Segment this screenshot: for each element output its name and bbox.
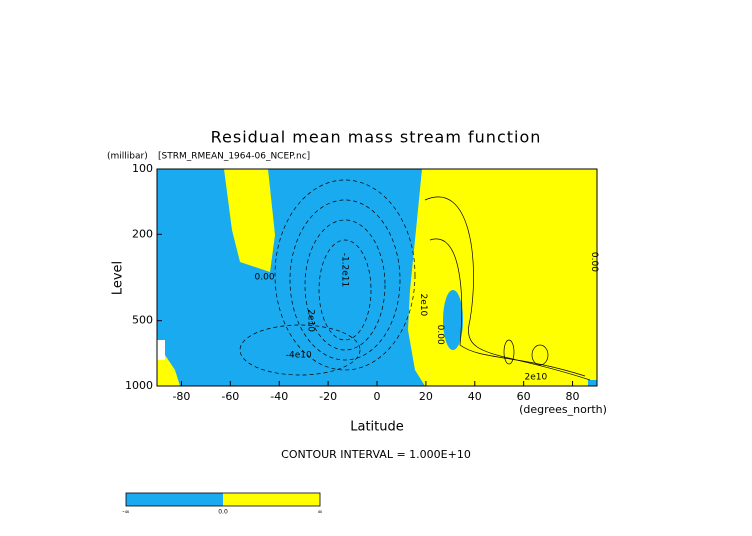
contour-label: 0.00 xyxy=(435,325,445,345)
y-tick-label: 200 xyxy=(132,227,153,240)
contour-label: -4e10 xyxy=(286,351,312,361)
x-tick-label: 80 xyxy=(566,390,580,403)
x-tick-label: 20 xyxy=(419,390,433,403)
x-tick-label: 40 xyxy=(468,390,482,403)
colorbar-frame xyxy=(125,492,321,507)
colorbar-negative xyxy=(126,493,223,506)
chart-title: Residual mean mass stream function xyxy=(211,128,542,147)
missing-region xyxy=(157,340,165,360)
y-unit: (millibar) xyxy=(107,152,148,162)
contour-label: 2e10 xyxy=(418,294,428,317)
x-tick-label: 0 xyxy=(374,390,381,403)
contour-note: CONTOUR INTERVAL = 1.000E+10 xyxy=(281,448,471,461)
negative-region xyxy=(157,169,425,386)
x-tick-label: -80 xyxy=(172,390,190,403)
y-label: Level xyxy=(111,261,126,295)
plot-area xyxy=(156,168,598,387)
y-tick-label: 100 xyxy=(132,162,153,175)
subtitle: [STRM_RMEAN_1964-06_NCEP.nc] xyxy=(158,152,310,162)
contour-label: 0.00 xyxy=(255,273,275,283)
x-label: Latitude xyxy=(350,420,404,435)
negative-contours xyxy=(239,179,416,376)
colorbar-label: ∞ xyxy=(318,509,323,516)
y-tick-label: 1000 xyxy=(125,379,153,392)
colorbar-positive xyxy=(223,493,320,506)
y-tick-label: 500 xyxy=(132,314,153,327)
colorbar-label: 0.0 xyxy=(218,509,228,516)
contour-label: -1.2e11 xyxy=(340,253,350,288)
x-tick-label: -20 xyxy=(319,390,337,403)
contour-label: 0.00 xyxy=(589,252,599,272)
x-tick-label: -60 xyxy=(221,390,239,403)
x-tick-label: -40 xyxy=(270,390,288,403)
negative-region xyxy=(588,380,597,386)
x-unit: (degrees_north) xyxy=(519,403,607,416)
negative-region xyxy=(443,290,463,350)
x-tick-label: 60 xyxy=(517,390,531,403)
positive-contours xyxy=(424,196,591,381)
contour-label: 2e10 xyxy=(525,373,548,383)
colorbar-label: -∞ xyxy=(122,509,129,516)
contour-label: 2e10 xyxy=(306,309,316,332)
